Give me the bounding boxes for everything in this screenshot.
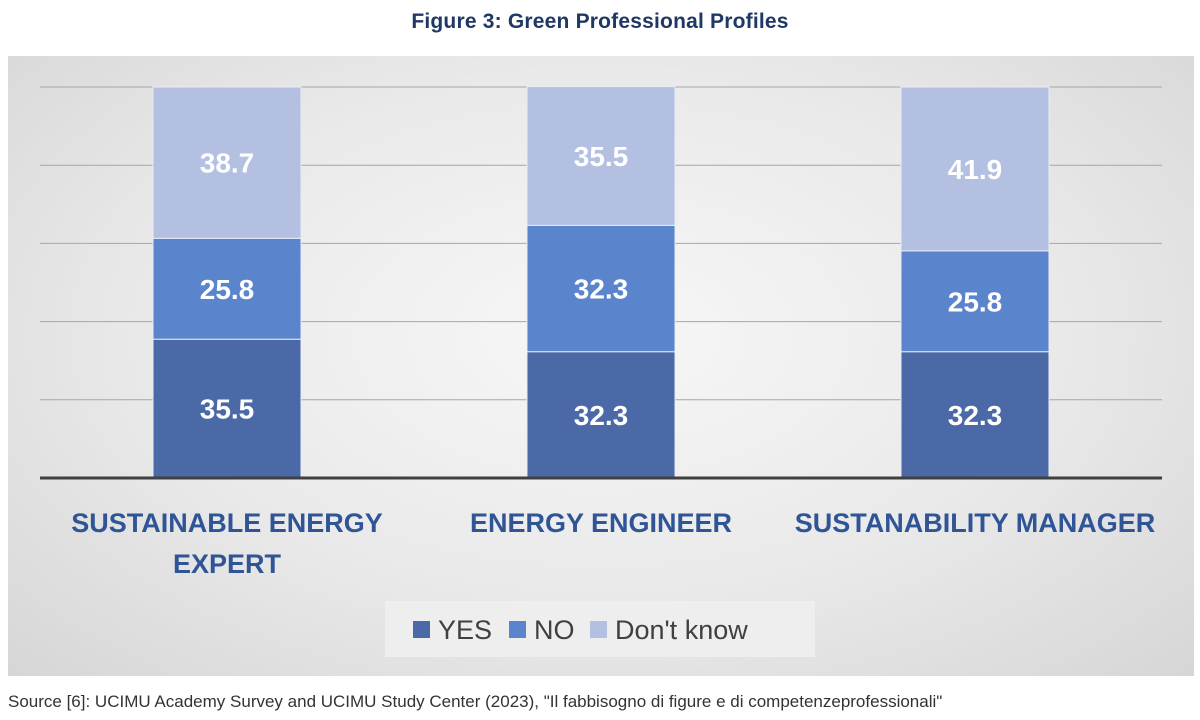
category-label: ENERGY ENGINEER bbox=[470, 508, 732, 538]
bar-segment bbox=[152, 86, 302, 239]
bar-segment bbox=[900, 250, 1050, 353]
data-label: 35.5 bbox=[574, 141, 629, 172]
category-label: SUSTAINABLE ENERGY EXPERT bbox=[71, 508, 383, 579]
stacked-bar-chart: 35.5 25.8 38.7 SUSTAINABLE ENERGY EXPERT 32.3… bbox=[40, 86, 1162, 657]
bar-segment bbox=[900, 351, 1050, 479]
source-note: Source [6]: UCIMU Academy Survey and UCI… bbox=[8, 692, 943, 711]
data-label: 25.8 bbox=[948, 286, 1003, 317]
bar-segment bbox=[152, 237, 302, 340]
legend-swatch bbox=[509, 621, 526, 638]
data-label: 41.9 bbox=[948, 154, 1003, 185]
data-label: 25.8 bbox=[200, 274, 255, 305]
bar-segment bbox=[900, 86, 1050, 252]
chart-panel: 35.5 25.8 38.7 SUSTAINABLE ENERGY EXPERT 32.3… bbox=[8, 56, 1194, 676]
legend-label: NO bbox=[534, 615, 575, 645]
category-label: SUSTANABILITY MANAGER bbox=[795, 508, 1156, 538]
data-label: 38.7 bbox=[200, 148, 255, 179]
legend-label: Don't know bbox=[615, 615, 748, 645]
data-label: 35.5 bbox=[200, 394, 255, 425]
legend-label: YES bbox=[438, 615, 492, 645]
legend-swatch bbox=[590, 621, 607, 638]
data-label: 32.3 bbox=[574, 274, 629, 305]
data-label: 32.3 bbox=[948, 400, 1003, 431]
bar-segment bbox=[152, 338, 302, 479]
bar-segment bbox=[526, 86, 676, 226]
legend-swatch bbox=[413, 621, 430, 638]
figure-title: Figure 3: Green Professional Profiles bbox=[411, 10, 789, 33]
data-label: 32.3 bbox=[574, 400, 629, 431]
